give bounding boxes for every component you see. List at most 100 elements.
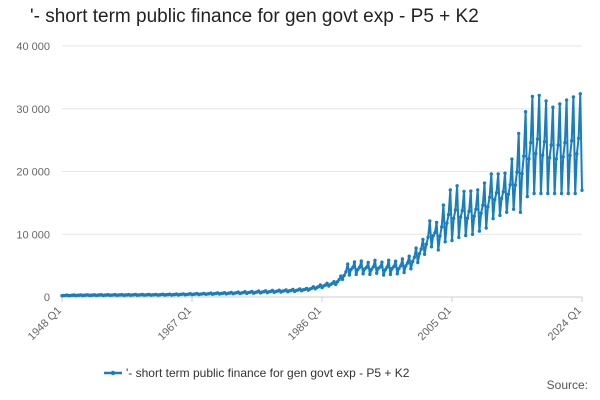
data-point (568, 153, 572, 158)
data-point (357, 265, 362, 269)
data-point (530, 94, 535, 99)
data-point (443, 240, 447, 244)
data-point (578, 92, 582, 96)
data-point (460, 208, 464, 213)
data-point (549, 143, 553, 147)
data-point (405, 261, 410, 265)
data-point (346, 262, 350, 266)
data-point (419, 247, 423, 251)
data-point (520, 171, 524, 176)
data-point (431, 234, 435, 238)
data-point (445, 221, 449, 225)
data-point (433, 231, 437, 235)
data-point (351, 265, 355, 270)
y-tick-label: 0 (44, 292, 50, 304)
data-point (551, 105, 555, 109)
data-point (525, 194, 529, 199)
data-point (539, 191, 543, 196)
data-point (364, 265, 369, 270)
data-point (453, 208, 458, 212)
data-point (434, 220, 439, 225)
data-point (332, 280, 336, 284)
data-point (334, 282, 338, 287)
data-point (325, 281, 329, 285)
data-point (547, 156, 552, 160)
data-point (576, 136, 581, 141)
data-point (446, 212, 451, 217)
data-point (392, 265, 396, 269)
data-point (580, 188, 584, 192)
data-point (399, 264, 403, 268)
data-point (479, 211, 483, 215)
data-point (511, 207, 516, 211)
legend[interactable]: '- short term public finance for gen gov… (104, 366, 410, 380)
data-point (347, 273, 352, 277)
data-point (383, 268, 387, 272)
data-point (546, 191, 550, 196)
data-point (387, 258, 391, 262)
data-point (493, 197, 497, 202)
data-point (575, 152, 579, 156)
data-point (411, 259, 415, 264)
data-point (375, 271, 379, 275)
data-point (340, 277, 345, 282)
data-point (395, 272, 399, 276)
data-point (344, 270, 348, 274)
data-point (440, 225, 444, 229)
data-point (571, 95, 576, 99)
gridlines (62, 45, 582, 298)
data-point (397, 266, 401, 271)
data-point (359, 259, 363, 263)
data-point (508, 183, 512, 187)
data-point (361, 272, 365, 276)
data-point (412, 255, 417, 259)
y-axis: 0 10 000 20 000 30 000 40 000 (16, 41, 50, 304)
data-point (510, 157, 514, 161)
y-tick-label: 20 000 (16, 167, 50, 179)
data-point (462, 189, 466, 194)
data-point (368, 272, 372, 277)
data-point (499, 196, 504, 201)
data-point (465, 216, 470, 220)
x-tick-label: 2024 Q1 (546, 305, 584, 343)
series-layer (60, 92, 584, 298)
data-point (503, 171, 507, 175)
data-point (457, 235, 461, 240)
x-tick-label: 1967 Q1 (156, 305, 194, 343)
y-tick-label: 30 000 (16, 104, 50, 116)
data-point (378, 265, 382, 269)
x-tick-label: 1986 Q1 (286, 305, 324, 343)
legend-label: '- short term public finance for gen gov… (126, 366, 410, 380)
data-point (369, 267, 374, 271)
data-point (496, 172, 500, 176)
data-point (472, 214, 476, 218)
data-point (373, 258, 377, 262)
data-point (491, 216, 495, 221)
data-point (416, 260, 420, 265)
data-point (489, 172, 493, 176)
data-point (517, 131, 521, 136)
data-point (452, 216, 456, 221)
data-point (441, 203, 446, 207)
data-point (566, 191, 570, 196)
y-tick-label: 40 000 (16, 41, 50, 53)
source-label: Source: (546, 378, 588, 392)
data-point (409, 267, 413, 271)
data-point (498, 213, 502, 218)
data-point (486, 205, 490, 209)
data-point (556, 143, 560, 147)
data-point (542, 140, 547, 144)
data-point (561, 155, 565, 159)
data-point (506, 192, 511, 196)
data-point (541, 153, 545, 157)
data-point (450, 238, 454, 243)
data-point (532, 191, 536, 196)
data-point (385, 265, 389, 269)
data-point (400, 257, 405, 261)
data-point (436, 248, 440, 252)
data-point (529, 141, 533, 145)
data-point (426, 235, 430, 239)
data-point (482, 181, 487, 185)
data-point (515, 170, 519, 174)
data-point (380, 260, 384, 264)
